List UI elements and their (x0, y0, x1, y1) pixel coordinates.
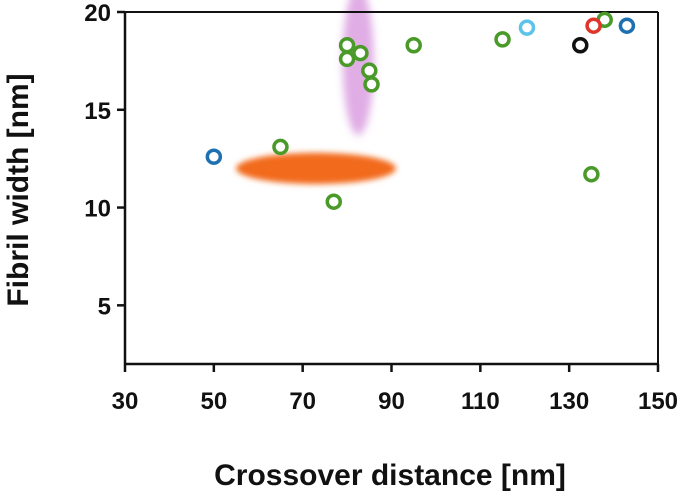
y-tick-label: 5 (98, 293, 111, 320)
x-tick-label: 50 (200, 388, 227, 415)
data-point-green (583, 166, 600, 183)
data-point-green (325, 193, 343, 210)
x-tick-label: 150 (638, 388, 678, 415)
x-tick-label: 70 (289, 388, 316, 415)
data-point-green (361, 62, 378, 79)
magenta-region (342, 0, 374, 136)
data-point-green (338, 50, 356, 68)
data-point-red (585, 17, 602, 34)
data-points (205, 11, 636, 210)
highlight-regions (236, 0, 396, 185)
x-tick-label: 30 (112, 388, 139, 415)
data-point-green (494, 31, 511, 48)
orange-region (236, 152, 396, 185)
data-point-blue (618, 17, 636, 34)
data-point-green (352, 44, 369, 62)
data-point-green (272, 138, 289, 156)
y-tick-label: 15 (84, 98, 111, 125)
data-point-green (405, 36, 422, 54)
x-axis-title: Crossover distance [nm] (214, 459, 566, 492)
data-point-black (572, 36, 589, 54)
x-tick-label: 110 (461, 388, 500, 415)
y-axis-title: Fibril width [nm] (2, 73, 35, 306)
data-point-blue (205, 148, 223, 165)
y-tick-label: 10 (84, 196, 111, 223)
data-point-green (363, 76, 380, 93)
y-tick-label: 20 (84, 0, 111, 27)
axes: 30 50 70 90 110 130 150 5 10 15 20 (84, 0, 678, 415)
x-tick-label: 130 (549, 388, 589, 415)
x-tick-label: 90 (378, 388, 405, 415)
data-point-light-blue (518, 19, 536, 36)
data-point-green (338, 36, 356, 54)
